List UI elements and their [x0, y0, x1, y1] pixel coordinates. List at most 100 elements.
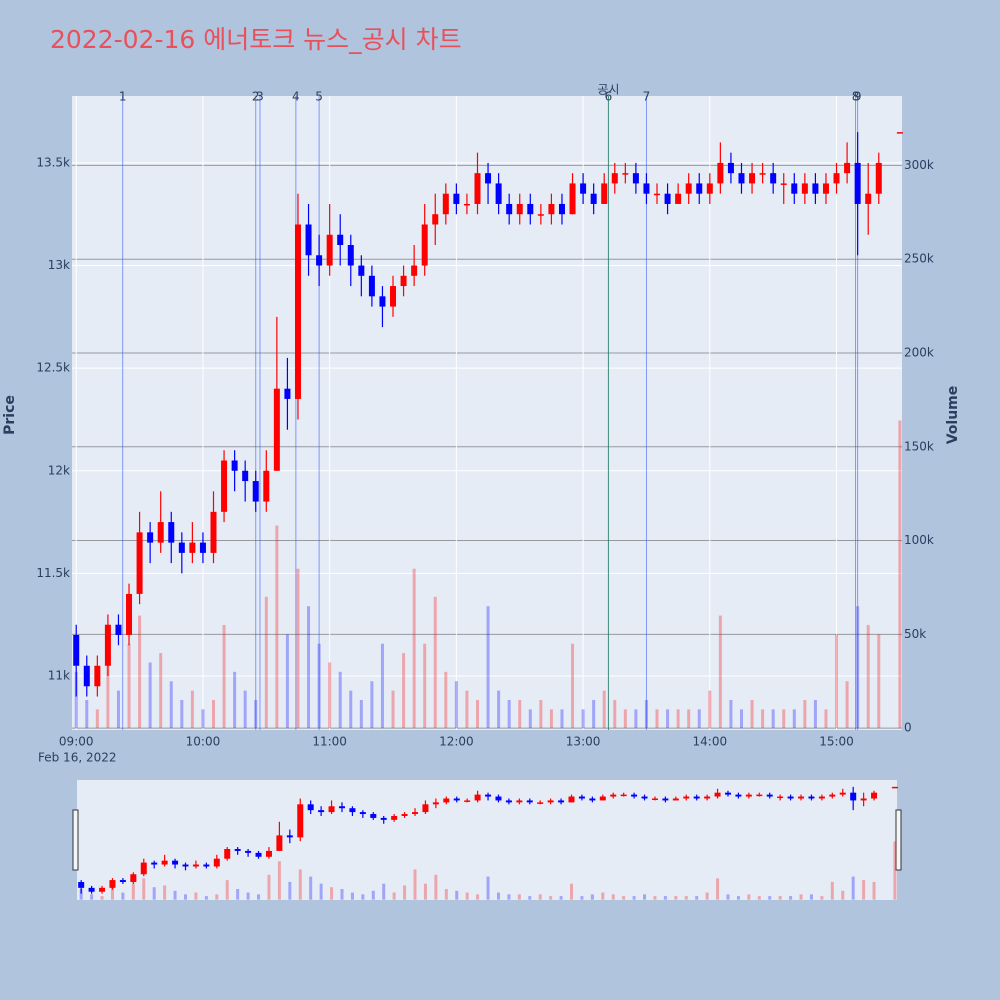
y2-tick-label: 100k [904, 533, 934, 547]
volume-bar [222, 624, 226, 729]
candle-body [347, 245, 354, 266]
candle-body [675, 193, 682, 204]
x-date-label: Feb 16, 2022 [38, 751, 117, 765]
candle-body [738, 173, 745, 184]
volume-bar [180, 699, 184, 729]
volume-bar [95, 709, 99, 729]
range-slider[interactable] [77, 780, 897, 900]
slider-candle-body [568, 796, 575, 803]
slider-candle-body [265, 850, 272, 857]
y-tick-label: 11.5k [36, 566, 70, 580]
candle-body [432, 214, 439, 225]
slider-volume-bar [204, 896, 208, 900]
volume-bar [697, 709, 701, 729]
slider-handle[interactable] [72, 809, 79, 871]
slider-candle-body [589, 798, 596, 801]
slider-volume-bar [705, 892, 709, 900]
candle-body [727, 162, 734, 174]
slider-candle-body [422, 804, 429, 813]
slider-candle-body [662, 798, 669, 801]
candle-body [590, 193, 597, 204]
slider-candle-body [839, 792, 846, 795]
volume-bar [159, 653, 163, 729]
slider-candle-body [245, 850, 252, 853]
slider-volume-bar [726, 894, 730, 900]
slider-candle-body [526, 800, 533, 803]
slider-candle-body [412, 812, 419, 815]
candle-body [706, 183, 713, 194]
volume-bar [296, 568, 300, 729]
volume-bar [528, 709, 532, 729]
candle-body [400, 275, 407, 287]
slider-volume-bar [90, 894, 94, 900]
y-tick-label: 13.5k [36, 155, 70, 169]
slider-volume-bar [183, 894, 187, 900]
candle-body [252, 481, 259, 502]
slider-volume-bar [538, 894, 542, 900]
slider-volume-bar [444, 888, 448, 900]
slider-candle-body [213, 858, 220, 867]
candle-body [558, 203, 565, 215]
slider-candle-body [808, 796, 815, 799]
slider-handle[interactable] [895, 809, 902, 871]
slider-candle-body [161, 860, 168, 865]
x-tick-label: 15:00 [819, 735, 854, 749]
slider-candle-body [78, 882, 85, 888]
slider-volume-bar [142, 878, 146, 900]
slider-candle-body [328, 806, 335, 813]
slider-volume-bar [768, 896, 772, 900]
candle-body [601, 183, 608, 204]
slider-volume-bar [789, 896, 793, 900]
slider-candle-body [631, 794, 638, 797]
slider-candle-body [683, 796, 690, 799]
slider-volume-bar [288, 881, 292, 900]
slider-volume-bar [267, 874, 271, 900]
slider-volume-bar [277, 861, 281, 900]
slider-volume-bar [257, 894, 261, 900]
volume-bar [571, 643, 575, 729]
x-tick-label: 14:00 [693, 735, 728, 749]
slider-candle-body [516, 800, 523, 803]
slider-volume-bar [434, 874, 438, 900]
slider-volume-bar [590, 894, 594, 900]
volume-bar [74, 671, 78, 729]
candle-body [157, 522, 164, 543]
slider-candle-body [495, 796, 502, 801]
volume-bar [264, 596, 268, 729]
volume-bar [560, 709, 564, 729]
volume-bar [718, 615, 722, 729]
slider-candle-body [224, 848, 231, 859]
events-label: 1 [119, 90, 127, 104]
candle-body [83, 665, 90, 687]
slider-candle-body [850, 792, 857, 801]
candle-body [632, 173, 639, 184]
slider-volume-bar [684, 896, 688, 900]
slider-volume-bar [601, 892, 605, 900]
slider-volume-bar [778, 896, 782, 900]
slider-candle-body [704, 796, 711, 799]
candle-body [611, 173, 618, 184]
candle-body [812, 183, 819, 194]
candle-body [622, 173, 629, 175]
volume-bar [792, 709, 796, 729]
x-tick-label: 09:00 [59, 735, 94, 749]
slider-volume-bar [236, 888, 240, 900]
candle-body [199, 542, 206, 553]
volume-bar [877, 634, 881, 729]
slider-candle-body [203, 864, 210, 867]
slider-volume-bar [747, 894, 751, 900]
slider-candle-body [453, 798, 460, 801]
volume-bar [169, 681, 173, 729]
candle-body [136, 532, 143, 594]
slider-volume-bar [580, 896, 584, 900]
slider-volume-bar [757, 896, 761, 900]
slider-candle-body [537, 802, 544, 804]
slider-candle-body [829, 794, 836, 797]
volume-bar [845, 681, 849, 729]
slider-candle-body [610, 794, 617, 797]
candle-body [358, 265, 365, 276]
candle-body [474, 173, 481, 204]
y2-tick-label: 0 [904, 721, 912, 735]
volume-bar [497, 690, 501, 729]
slider-candle-body [620, 794, 627, 797]
